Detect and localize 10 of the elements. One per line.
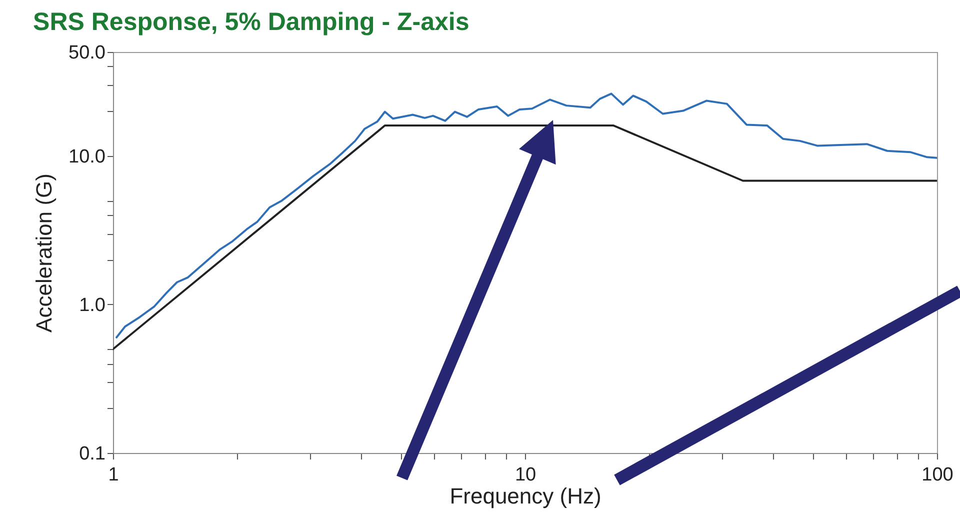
- y-tick-label: 1.0: [79, 294, 106, 316]
- y-tick-label: 50.0: [68, 42, 106, 64]
- x-tick-label: 10: [514, 464, 536, 486]
- x-tick-label: 1: [108, 464, 119, 486]
- y-tick-label: 0.1: [79, 444, 106, 464]
- x-tick-label: 100: [922, 464, 954, 486]
- y-axis-title: Acceleration (G): [32, 174, 57, 332]
- y-tick-label: 10.0: [68, 146, 106, 168]
- x-axis-title: Frequency (Hz): [450, 484, 602, 508]
- chart-title: SRS Response, 5% Damping - Z-axis: [33, 8, 470, 36]
